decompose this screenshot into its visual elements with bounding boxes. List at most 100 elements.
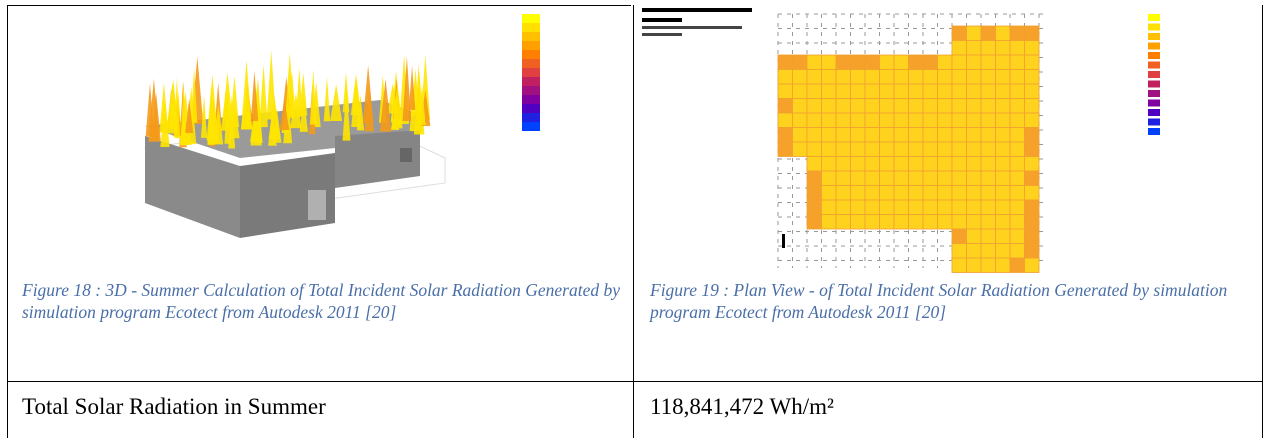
plan-cell — [807, 142, 822, 157]
plan-cell — [938, 113, 953, 128]
plan-cell — [1010, 258, 1025, 273]
plan-cell — [865, 113, 880, 128]
plan-cell — [952, 128, 967, 143]
plan-cell — [952, 258, 967, 273]
plan-cell — [778, 113, 793, 128]
plan-cell — [952, 41, 967, 56]
plan-cell — [894, 157, 909, 172]
plan-cell — [1025, 157, 1040, 172]
plan-cell — [909, 128, 924, 143]
plan-cell — [1025, 26, 1040, 41]
plan-cell — [967, 128, 982, 143]
plan-cell — [807, 55, 822, 70]
radiation-cone — [241, 60, 252, 129]
legend-swatch — [522, 113, 540, 122]
plan-cell — [909, 84, 924, 99]
border-row — [7, 381, 1263, 382]
plan-cell — [952, 229, 967, 244]
plan-header — [642, 33, 682, 36]
plan-cell — [967, 215, 982, 230]
radiation-cone — [343, 72, 350, 112]
plan-cell — [967, 26, 982, 41]
plan-cell — [923, 157, 938, 172]
plan-cell — [967, 186, 982, 201]
plan-cell — [778, 142, 793, 157]
plan-cell — [851, 113, 866, 128]
plan-cell — [793, 99, 808, 114]
plan-cell — [880, 186, 895, 201]
legend-swatch — [1148, 119, 1160, 126]
plan-cell — [996, 186, 1011, 201]
plan-cell — [822, 99, 837, 114]
door — [308, 190, 326, 220]
plan-cell — [952, 244, 967, 259]
plan-cell — [923, 55, 938, 70]
plan-cell — [923, 113, 938, 128]
plan-cell — [981, 41, 996, 56]
plan-cell — [967, 41, 982, 56]
plan-cell — [996, 41, 1011, 56]
plan-cell — [807, 113, 822, 128]
legend-swatch — [1148, 128, 1160, 135]
north-arrow — [782, 234, 785, 248]
plan-cell — [1025, 84, 1040, 99]
plan-cell — [996, 84, 1011, 99]
legend-swatch — [522, 86, 540, 95]
plan-cell — [793, 55, 808, 70]
legend-swatch — [1148, 14, 1160, 21]
plan-cell — [952, 84, 967, 99]
plan-cell — [894, 70, 909, 85]
plan-cell — [1025, 41, 1040, 56]
legend-swatch — [522, 104, 540, 113]
plan-cell — [996, 229, 1011, 244]
plan-cell — [952, 99, 967, 114]
plan-cell — [822, 113, 837, 128]
plan-cell — [938, 99, 953, 114]
plan-cell — [967, 200, 982, 215]
plan-cell — [894, 84, 909, 99]
plan-cell — [851, 200, 866, 215]
plan-cell — [981, 70, 996, 85]
radiation-cone — [159, 83, 168, 133]
plan-cell — [909, 113, 924, 128]
caption: Figure 19 : Plan View - of Total Inciden… — [650, 279, 1260, 323]
plan-cell — [1025, 99, 1040, 114]
radiation-cone — [222, 72, 232, 120]
radiation-cone — [324, 77, 330, 121]
plan-cell — [967, 70, 982, 85]
legend-swatch — [522, 50, 540, 59]
plan-cell — [909, 142, 924, 157]
plan-cell — [1010, 157, 1025, 172]
plan-cell — [894, 200, 909, 215]
plan-cell — [996, 171, 1011, 186]
plan-cell — [793, 113, 808, 128]
plan-cell — [938, 142, 953, 157]
plan-cell — [952, 142, 967, 157]
plan-cell — [952, 200, 967, 215]
plan-cell — [822, 171, 837, 186]
plan-cell — [1010, 26, 1025, 41]
plan-cell — [923, 142, 938, 157]
legend-swatch — [522, 41, 540, 50]
plan-cell — [909, 99, 924, 114]
plan-cell — [793, 70, 808, 85]
plan-cell — [938, 200, 953, 215]
legend-swatch — [522, 95, 540, 104]
table-cell: 118,841,472 Wh/m² — [650, 394, 834, 420]
legend-swatch — [1148, 62, 1160, 69]
plan-cell — [1010, 171, 1025, 186]
legend-swatch — [1148, 52, 1160, 59]
plan-cell — [981, 244, 996, 259]
border-right — [1262, 5, 1263, 438]
plan-cell — [1010, 200, 1025, 215]
plan-cell — [996, 215, 1011, 230]
plan-cell — [996, 142, 1011, 157]
plan-cell — [1025, 258, 1040, 273]
plan-cell — [865, 84, 880, 99]
plan-cell — [807, 157, 822, 172]
plan-cell — [981, 229, 996, 244]
plan-cell — [836, 70, 851, 85]
plan-cell — [1025, 244, 1040, 259]
plan-cell — [981, 26, 996, 41]
plan-cell — [894, 186, 909, 201]
